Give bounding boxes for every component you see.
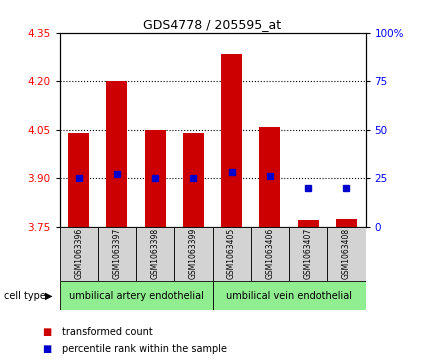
Text: transformed count: transformed count: [62, 327, 153, 337]
Bar: [327, 227, 366, 281]
Text: ■: ■: [42, 344, 52, 354]
Bar: [298, 220, 319, 227]
Text: ■: ■: [42, 327, 52, 337]
Text: GSM1063407: GSM1063407: [303, 227, 313, 279]
Bar: [251, 227, 289, 281]
Bar: [60, 227, 98, 281]
Text: GSM1063399: GSM1063399: [189, 227, 198, 279]
Text: ▶: ▶: [45, 291, 52, 301]
Bar: [212, 281, 366, 310]
Bar: [136, 227, 174, 281]
Bar: [106, 81, 128, 227]
Text: GSM1063397: GSM1063397: [112, 227, 122, 279]
Bar: [259, 127, 280, 227]
Text: umbilical vein endothelial: umbilical vein endothelial: [226, 291, 352, 301]
Bar: [68, 133, 89, 227]
Text: GSM1063398: GSM1063398: [150, 228, 160, 278]
Bar: [212, 227, 251, 281]
Bar: [174, 227, 212, 281]
Text: cell type: cell type: [4, 291, 46, 301]
Title: GDS4778 / 205595_at: GDS4778 / 205595_at: [143, 19, 281, 32]
Bar: [98, 227, 136, 281]
Text: GSM1063405: GSM1063405: [227, 227, 236, 279]
Bar: [289, 227, 327, 281]
Bar: [221, 54, 242, 227]
Bar: [144, 130, 166, 227]
Text: GSM1063406: GSM1063406: [265, 227, 275, 279]
Text: GSM1063396: GSM1063396: [74, 227, 83, 279]
Bar: [60, 281, 212, 310]
Bar: [336, 219, 357, 227]
Text: GSM1063408: GSM1063408: [342, 228, 351, 278]
Bar: [183, 133, 204, 227]
Text: umbilical artery endothelial: umbilical artery endothelial: [68, 291, 204, 301]
Text: percentile rank within the sample: percentile rank within the sample: [62, 344, 227, 354]
